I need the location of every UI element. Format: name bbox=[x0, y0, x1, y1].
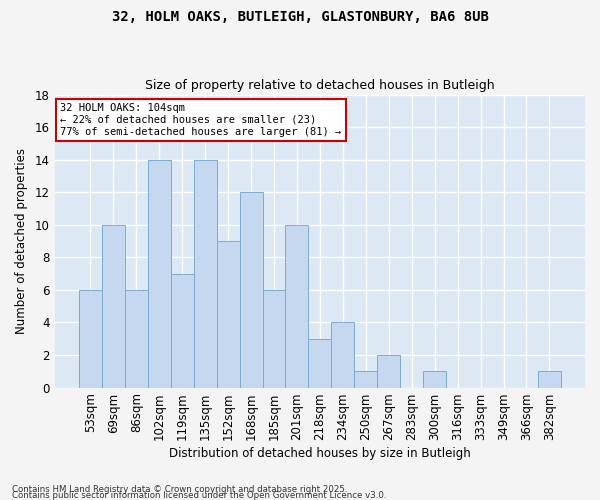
Bar bbox=[194, 160, 217, 388]
Bar bbox=[79, 290, 102, 388]
Bar bbox=[286, 225, 308, 388]
Bar bbox=[355, 372, 377, 388]
Bar bbox=[538, 372, 561, 388]
Title: Size of property relative to detached houses in Butleigh: Size of property relative to detached ho… bbox=[145, 79, 495, 92]
Text: Contains HM Land Registry data © Crown copyright and database right 2025.: Contains HM Land Registry data © Crown c… bbox=[12, 484, 347, 494]
Bar bbox=[148, 160, 171, 388]
Bar bbox=[102, 225, 125, 388]
Bar bbox=[263, 290, 286, 388]
Bar bbox=[125, 290, 148, 388]
Text: 32, HOLM OAKS, BUTLEIGH, GLASTONBURY, BA6 8UB: 32, HOLM OAKS, BUTLEIGH, GLASTONBURY, BA… bbox=[112, 10, 488, 24]
Bar bbox=[331, 322, 355, 388]
Bar bbox=[377, 355, 400, 388]
Y-axis label: Number of detached properties: Number of detached properties bbox=[15, 148, 28, 334]
Bar bbox=[308, 338, 331, 388]
Text: Contains public sector information licensed under the Open Government Licence v3: Contains public sector information licen… bbox=[12, 490, 386, 500]
Bar bbox=[239, 192, 263, 388]
Bar bbox=[423, 372, 446, 388]
Bar bbox=[171, 274, 194, 388]
Bar bbox=[217, 241, 239, 388]
X-axis label: Distribution of detached houses by size in Butleigh: Distribution of detached houses by size … bbox=[169, 447, 471, 460]
Text: 32 HOLM OAKS: 104sqm
← 22% of detached houses are smaller (23)
77% of semi-detac: 32 HOLM OAKS: 104sqm ← 22% of detached h… bbox=[60, 104, 341, 136]
